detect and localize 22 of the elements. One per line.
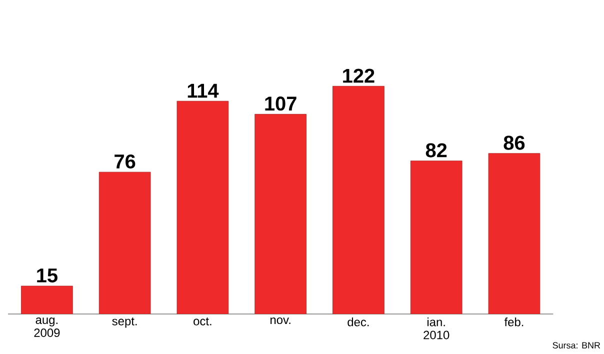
bar <box>21 286 73 314</box>
data-label: 76 <box>114 154 136 169</box>
x-tick-label: ian. 2010 <box>424 318 450 340</box>
bar <box>98 172 151 314</box>
x-tick-label: oct. <box>194 318 212 326</box>
data-label: 15 <box>37 268 58 282</box>
data-label: 86 <box>504 136 525 150</box>
bar <box>332 86 384 314</box>
x-tick-label: sept. <box>112 318 137 328</box>
x-tick-label: dec. <box>348 318 369 326</box>
data-label: 114 <box>188 84 219 98</box>
bar <box>410 160 462 314</box>
bar <box>488 153 540 314</box>
text: Sursa: BNR <box>552 342 600 348</box>
x-tick-label: aug. 2009 <box>34 318 60 338</box>
x-tick-label: feb. <box>504 318 524 326</box>
x-tick-label: nov. <box>270 318 290 324</box>
data-label: 82 <box>426 143 447 158</box>
data-label: 122 <box>343 68 374 83</box>
bar <box>254 114 306 314</box>
bar <box>176 100 229 314</box>
data-label: 107 <box>265 96 296 111</box>
